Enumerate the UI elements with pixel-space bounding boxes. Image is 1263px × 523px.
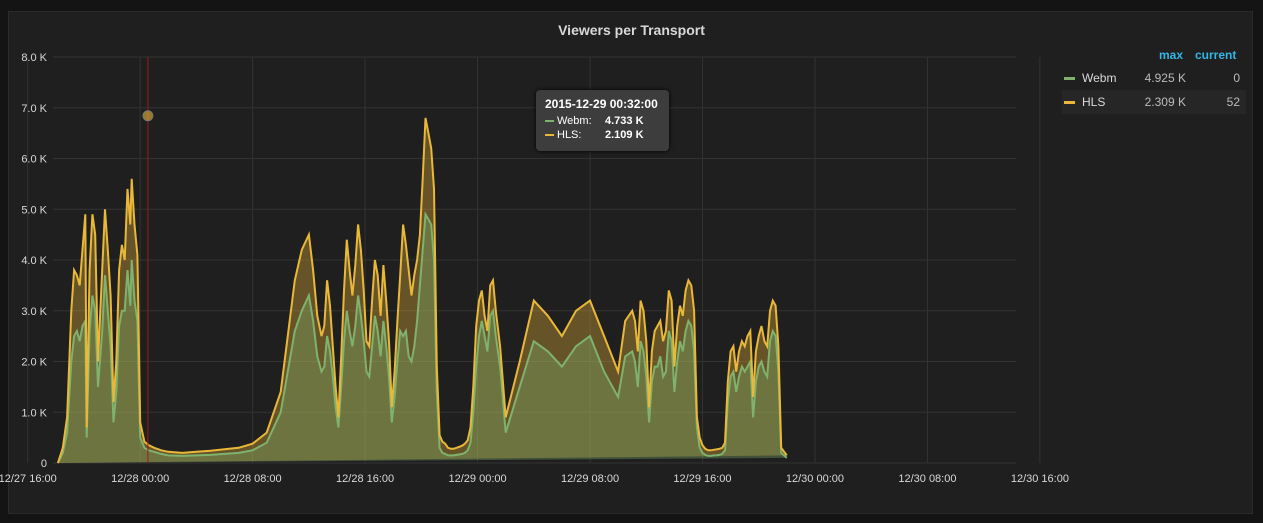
hover-tooltip: 2015-12-29 00:32:00 Webm: 4.733 K HLS: 2… — [536, 90, 669, 151]
x-tick-label: 12/27 16:00 — [0, 473, 57, 485]
x-tick-label: 12/30 16:00 — [1011, 473, 1069, 485]
hls-area — [57, 117, 787, 464]
legend-item-max: 2.309 K — [1144, 95, 1186, 109]
x-tick-label: 12/28 00:00 — [111, 473, 169, 485]
legend-max-header[interactable]: max — [1159, 48, 1184, 62]
x-tick-label: 12/30 08:00 — [898, 473, 956, 485]
legend-header: max current — [1062, 48, 1246, 66]
x-tick-label: 12/29 08:00 — [561, 473, 619, 485]
legend-current-header[interactable]: current — [1195, 48, 1237, 62]
legend-item-hls[interactable]: HLS 2.309 K 52 — [1062, 90, 1246, 114]
legend-item-webm[interactable]: Webm 4.925 K 0 — [1062, 66, 1246, 90]
tooltip-series-name: HLS: — [557, 129, 582, 141]
hls-color-swatch[interactable] — [1064, 101, 1075, 104]
legend-item-max: 4.925 K — [1144, 71, 1186, 85]
legend-item-name[interactable]: Webm — [1082, 71, 1117, 85]
y-tick-label: 1.0 K — [21, 407, 47, 419]
tooltip-series-value: 2.109 K — [605, 129, 644, 141]
y-tick-label: 6.0 K — [21, 154, 47, 166]
y-tick-label: 0 — [41, 458, 47, 470]
tooltip-row-hls: HLS: 2.109 K — [545, 128, 665, 142]
webm-area — [57, 214, 787, 463]
chart-grid — [27, 56, 1041, 464]
webm-color-swatch[interactable] — [1064, 77, 1075, 80]
y-tick-label: 7.0 K — [21, 103, 47, 115]
y-tick-label: 2.0 K — [21, 357, 47, 369]
hover-cursor — [142, 57, 154, 463]
y-tick-label: 4.0 K — [21, 255, 47, 267]
y-axis: 0 1.0 K 2.0 K 3.0 K 4.0 K 5.0 K 6.0 K 7.0 K 8.0 … — [21, 52, 47, 470]
x-tick-label: 12/28 16:00 — [336, 473, 394, 485]
cursor-point-hls — [142, 110, 154, 122]
x-axis: 12/27 16:00 12/28 00:00 12/28 08:00 12/28 1… — [0, 473, 1069, 485]
tooltip-time: 2015-12-29 00:32:00 — [545, 97, 658, 111]
legend-item-current: 52 — [1226, 95, 1240, 109]
legend: max current Webm 4.925 K 0 HLS 2.309 K 5… — [1062, 48, 1246, 114]
x-tick-label: 12/29 00:00 — [449, 473, 507, 485]
tooltip-webm-swatch — [545, 120, 554, 123]
y-tick-label: 5.0 K — [21, 204, 47, 216]
x-tick-label: 12/30 00:00 — [786, 473, 844, 485]
chart-series-areas — [56, 117, 788, 464]
y-tick-label: 8.0 K — [21, 52, 47, 64]
tooltip-series-value: 4.733 K — [605, 115, 644, 127]
tooltip-hls-swatch — [545, 134, 554, 137]
panel-title[interactable]: Viewers per Transport — [558, 22, 705, 38]
y-tick-label: 3.0 K — [21, 306, 47, 318]
legend-item-name[interactable]: HLS — [1082, 95, 1106, 109]
x-tick-label: 12/29 16:00 — [673, 473, 731, 485]
tooltip-series-name: Webm: — [557, 115, 592, 127]
tooltip-row-webm: Webm: 4.733 K — [545, 114, 665, 128]
hls-line — [56, 117, 788, 464]
legend-item-current: 0 — [1233, 71, 1240, 85]
x-tick-label: 12/28 08:00 — [224, 473, 282, 485]
